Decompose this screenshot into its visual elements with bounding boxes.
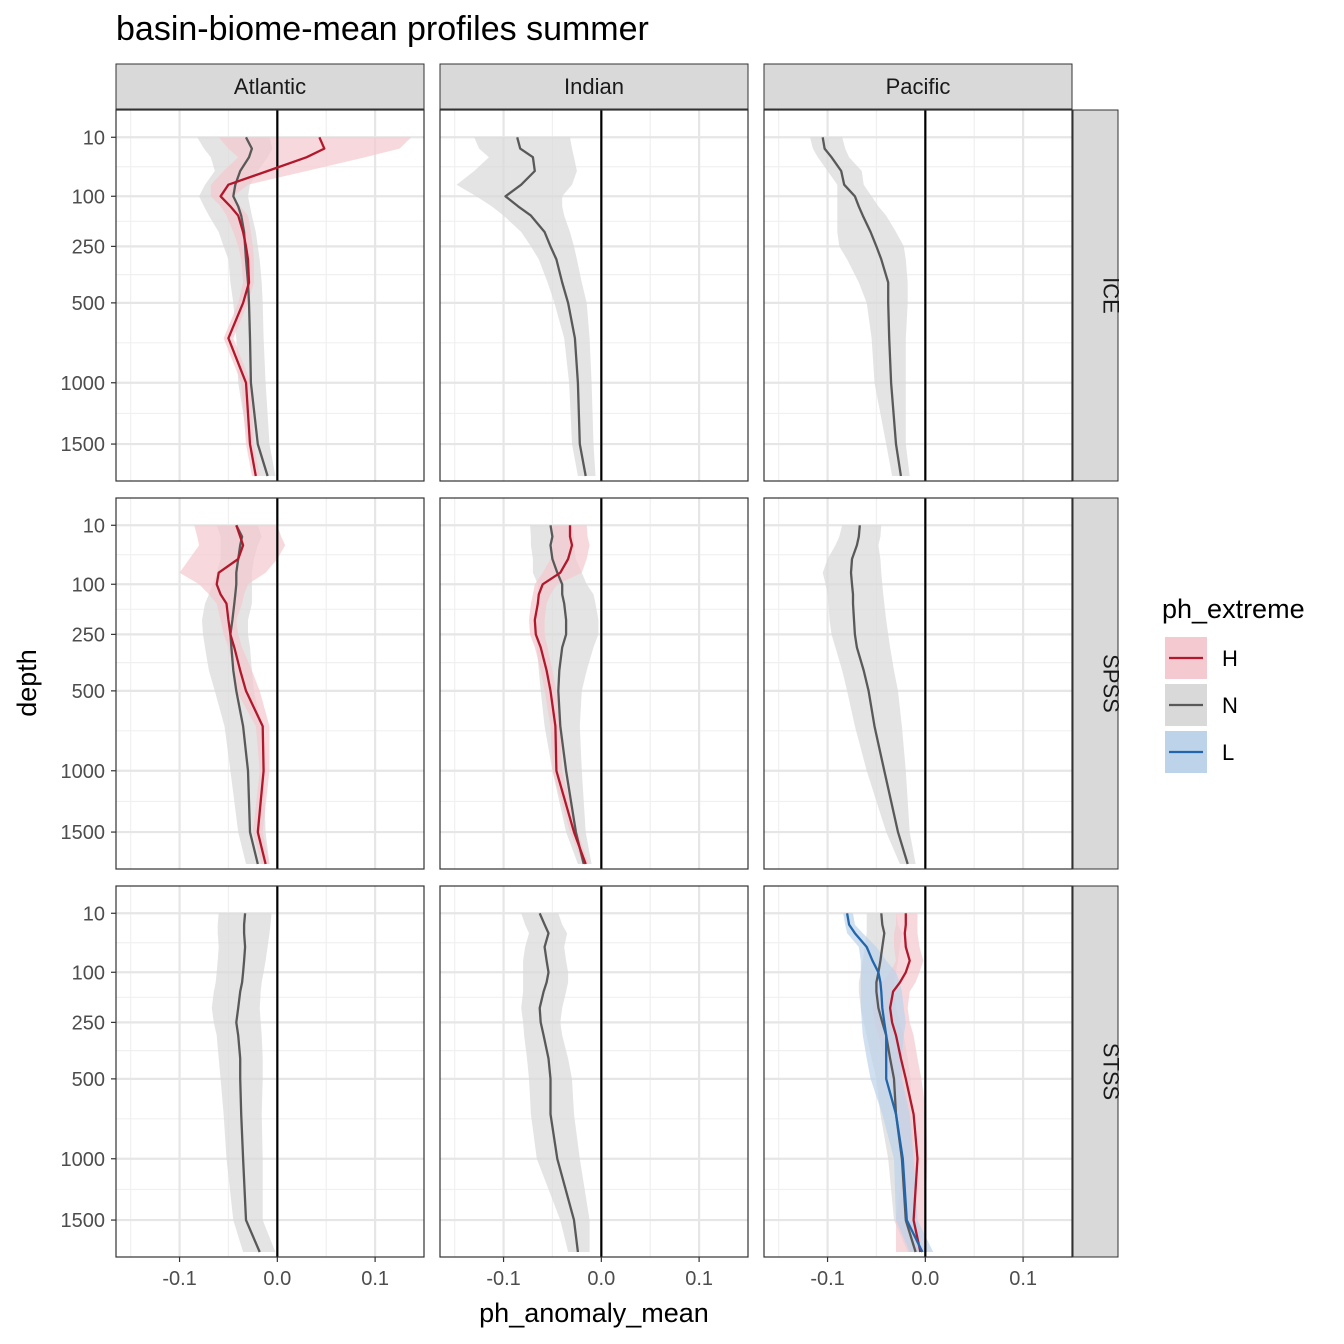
facet-label-stss: STSS (1099, 1043, 1124, 1100)
y-tick-label: 10 (83, 127, 105, 149)
panel-border (439, 109, 749, 482)
panel-border (439, 497, 749, 870)
panel-spss-indian (439, 497, 749, 870)
legend-item-L: L (1165, 731, 1234, 773)
panel-border (763, 885, 1073, 1258)
y-tick-label: 1000 (61, 761, 106, 783)
legend-item-H: H (1165, 637, 1238, 679)
y-tick-label: 1500 (61, 1210, 106, 1232)
ribbon-N (521, 913, 590, 1252)
y-tick-label: 1000 (61, 373, 106, 395)
y-tick-label: 250 (72, 236, 105, 258)
panel-border (763, 497, 1073, 870)
facet-strip-spss (1072, 497, 1119, 870)
series-line-N (504, 137, 587, 477)
facet-strip-stss (1072, 885, 1119, 1258)
y-tick-label: 100 (72, 574, 105, 596)
x-tick-label: 0.1 (1009, 1268, 1037, 1290)
panel-spss-pacific (763, 497, 1073, 870)
ribbon-N (456, 137, 596, 477)
panel-border (115, 497, 425, 870)
x-axis-title: ph_anomaly_mean (479, 1298, 709, 1328)
legend-title: ph_extreme (1162, 594, 1305, 624)
x-tick-label: -0.1 (810, 1268, 844, 1290)
y-tick-label: 500 (72, 293, 105, 315)
series-line-H (219, 136, 326, 477)
panel-grid: Atlantic Indian Pacific ICE SPSS STSS (115, 63, 1124, 1258)
legend-label-L: L (1222, 740, 1234, 765)
series-line-H (215, 524, 267, 865)
panel-border (115, 885, 425, 1258)
y-tick-label: 100 (72, 962, 105, 984)
y-tick-label: 10 (83, 515, 105, 537)
y-tick-label: 10 (83, 903, 105, 925)
legend: ph_extreme HNL (1162, 594, 1305, 773)
panel-background (440, 498, 748, 869)
panel-ice-pacific (763, 109, 1073, 482)
series-line-L (845, 913, 924, 1253)
panel-background (764, 110, 1072, 481)
panel-border (439, 885, 749, 1258)
series-line-H (533, 525, 587, 865)
y-axis-title: depth (12, 649, 42, 717)
y-tick-label: 250 (72, 624, 105, 646)
y-tick-label: 1500 (61, 822, 106, 844)
panel-ice-atlantic (115, 109, 425, 482)
x-tick-label: 0.0 (587, 1268, 615, 1290)
panel-border (115, 109, 425, 482)
ribbon-H (529, 525, 590, 864)
series-line-N (821, 137, 903, 477)
panel-background (116, 886, 424, 1257)
series-line-N (235, 913, 261, 1253)
chart-title: basin-biome-mean profiles summer (116, 10, 649, 48)
facet-label-ice: ICE (1099, 277, 1124, 314)
y-tick-label: 500 (72, 681, 105, 703)
x-tick-label: 0.1 (361, 1268, 389, 1290)
panel-stss-indian (439, 885, 749, 1258)
series-line-H (888, 913, 922, 1253)
ribbon-N (197, 137, 276, 477)
series-line-N (538, 912, 580, 1253)
facet-strip-ice (1072, 109, 1119, 482)
y-tick-label: 100 (72, 186, 105, 208)
y-tick-label: 1500 (61, 434, 106, 456)
facet-label-indian: Indian (564, 74, 624, 99)
legend-label-H: H (1222, 646, 1238, 671)
legend-item-N: N (1165, 684, 1238, 726)
ribbon-N (810, 137, 910, 477)
panel-border (763, 109, 1073, 482)
ribbon-H (179, 525, 286, 864)
panel-background (764, 498, 1072, 869)
ribbon-N (530, 525, 599, 864)
x-tick-label: 0.0 (263, 1268, 291, 1290)
facet-strip-pacific (763, 63, 1073, 110)
axes: 10 100 250 500 1000 1500 10 100 250 500 1000 1500 10… (61, 127, 1038, 1290)
ribbon-H (210, 137, 412, 477)
series-line-N (849, 525, 909, 865)
x-tick-label: -0.1 (162, 1268, 196, 1290)
y-tick-label: 250 (72, 1012, 105, 1034)
x-tick-label: 0.0 (911, 1268, 939, 1290)
panel-stss-atlantic (115, 885, 425, 1258)
facet-label-atlantic: Atlantic (234, 74, 306, 99)
y-tick-label: 500 (72, 1069, 105, 1091)
ribbon-N (211, 913, 276, 1252)
panel-spss-atlantic (115, 497, 425, 870)
series-line-N (549, 525, 585, 865)
x-tick-label: 0.1 (685, 1268, 713, 1290)
panel-ice-indian (439, 109, 749, 482)
facet-label-spss: SPSS (1099, 654, 1124, 713)
panel-stss-pacific (763, 885, 1073, 1258)
facet-label-pacific: Pacific (886, 74, 951, 99)
y-tick-label: 1000 (61, 1149, 106, 1171)
legend-label-N: N (1222, 693, 1238, 718)
panel-background (440, 886, 748, 1257)
facet-strip-atlantic (115, 63, 425, 110)
facet-strip-indian (439, 63, 749, 110)
x-tick-label: -0.1 (486, 1268, 520, 1290)
